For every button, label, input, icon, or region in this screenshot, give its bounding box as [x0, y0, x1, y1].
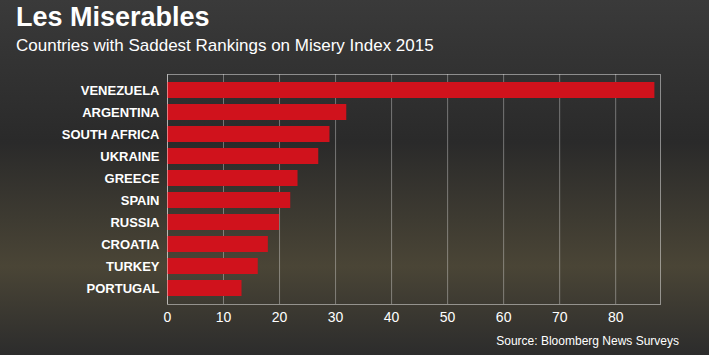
svg-text:SPAIN: SPAIN	[121, 193, 160, 208]
svg-text:CROATIA: CROATIA	[101, 237, 160, 252]
svg-text:0: 0	[164, 309, 172, 325]
svg-text:PORTUGAL: PORTUGAL	[87, 281, 160, 296]
html-text:Countries with Saddest Ranking: Countries with Saddest Rankings on Miser…	[16, 36, 434, 55]
svg-text:UKRAINE: UKRAINE	[100, 149, 160, 164]
html-text:Source: Bloomberg News Surveys: Source: Bloomberg News Surveys	[496, 334, 679, 348]
svg-text:20: 20	[272, 309, 288, 325]
svg-text:TURKEY: TURKEY	[106, 259, 160, 274]
svg-text:40: 40	[384, 309, 400, 325]
svg-text:70: 70	[552, 309, 568, 325]
svg-text:80: 80	[608, 309, 624, 325]
svg-text:RUSSIA: RUSSIA	[110, 215, 160, 230]
svg-text:ARGENTINA: ARGENTINA	[82, 105, 160, 120]
svg-text:10: 10	[216, 309, 232, 325]
svg-text:VENEZUELA: VENEZUELA	[81, 83, 160, 98]
svg-text:30: 30	[328, 309, 344, 325]
svg-text:GREECE: GREECE	[105, 171, 160, 186]
svg-text:50: 50	[440, 309, 456, 325]
svg-text:60: 60	[496, 309, 512, 325]
svg-text:SOUTH AFRICA: SOUTH AFRICA	[62, 127, 160, 142]
html-text:Les Miserables: Les Miserables	[16, 2, 210, 32]
